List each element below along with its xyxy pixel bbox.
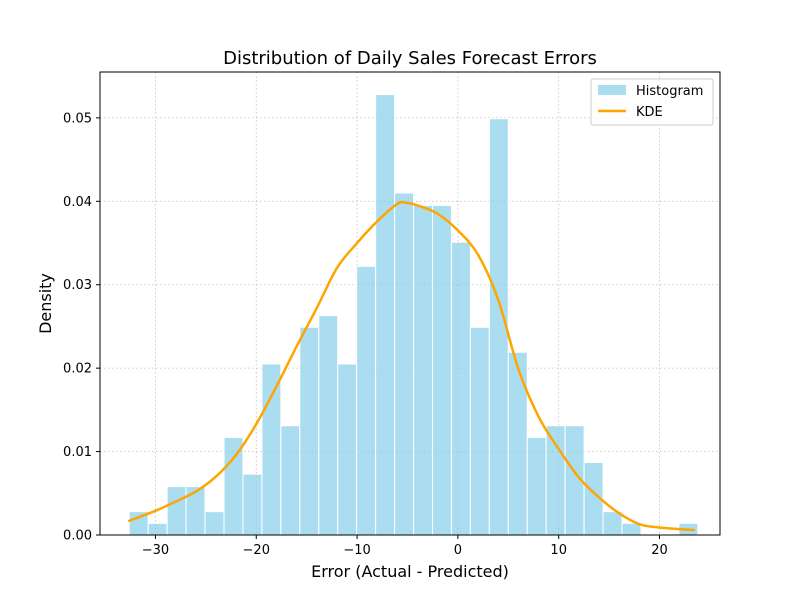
histogram-bar bbox=[450, 241, 471, 536]
legend: Histogram KDE bbox=[590, 78, 714, 126]
kde-layer bbox=[127, 200, 696, 532]
histogram-bar bbox=[431, 204, 452, 536]
y-tick-label: 0.03 bbox=[63, 278, 92, 293]
histogram-bar bbox=[261, 363, 282, 536]
histogram-bar bbox=[469, 326, 490, 536]
x-tick-label: −20 bbox=[243, 543, 270, 558]
histogram-bar bbox=[280, 425, 301, 536]
x-tick-label: 20 bbox=[651, 543, 668, 558]
y-tick-label: 0.05 bbox=[63, 111, 92, 126]
y-tick-label: 0.04 bbox=[63, 195, 92, 210]
histogram-bar bbox=[147, 522, 168, 536]
histogram-bar bbox=[166, 486, 187, 536]
histogram-bar bbox=[318, 315, 339, 536]
x-axis: −30 −20 −10 0 10 20 bbox=[142, 535, 668, 558]
legend-histogram-label: Histogram bbox=[636, 84, 703, 99]
histogram-bar bbox=[621, 522, 642, 536]
plot-frame bbox=[99, 71, 721, 536]
y-axis-label: Density bbox=[36, 273, 55, 334]
histogram-bar bbox=[507, 351, 528, 536]
y-tick-label: 0.01 bbox=[63, 445, 92, 460]
histogram-bar bbox=[337, 363, 358, 536]
histogram-bar bbox=[413, 204, 433, 536]
histogram-bar bbox=[223, 436, 244, 536]
histogram-bar bbox=[204, 511, 225, 536]
x-axis-label: Error (Actual - Predicted) bbox=[311, 562, 509, 581]
legend-kde-label: KDE bbox=[636, 105, 663, 120]
histogram-bar bbox=[526, 436, 547, 536]
x-tick-label: 0 bbox=[454, 543, 462, 558]
histogram-bar bbox=[545, 425, 566, 536]
y-axis: 0.00 0.01 0.02 0.03 0.04 0.05 bbox=[63, 111, 100, 544]
x-tick-label: −10 bbox=[343, 543, 370, 558]
x-tick-label: 10 bbox=[550, 543, 567, 558]
y-tick-label: 0.00 bbox=[63, 529, 92, 544]
histogram-bar bbox=[375, 94, 396, 536]
kde-line bbox=[127, 200, 696, 532]
y-tick-label: 0.02 bbox=[63, 362, 92, 377]
x-tick-label: −30 bbox=[142, 543, 169, 558]
histogram-bar bbox=[356, 265, 377, 536]
legend-histogram-swatch bbox=[598, 85, 626, 95]
histogram-bar bbox=[299, 326, 320, 536]
chart-title: Distribution of Daily Sales Forecast Err… bbox=[223, 48, 597, 69]
histogram-bar bbox=[185, 486, 206, 536]
histogram-bar bbox=[394, 192, 415, 536]
histogram-bar bbox=[242, 473, 263, 536]
histogram-bar bbox=[602, 511, 623, 536]
